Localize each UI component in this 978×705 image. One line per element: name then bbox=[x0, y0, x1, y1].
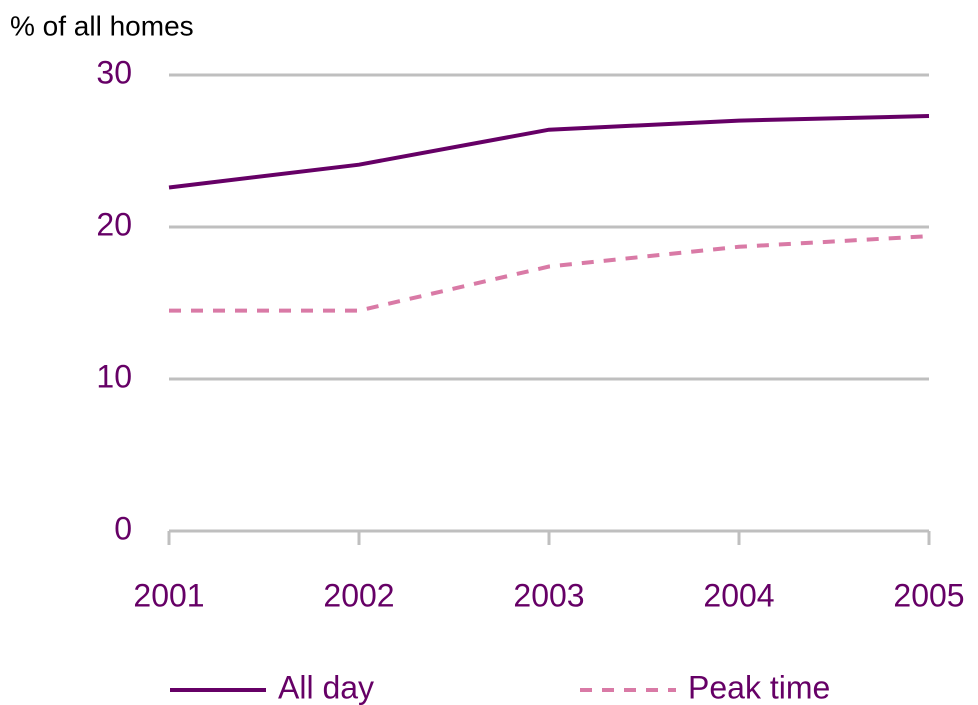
legend-label: Peak time bbox=[688, 669, 830, 705]
y-tick-label: 20 bbox=[96, 206, 132, 242]
line-series bbox=[168, 114, 930, 190]
y-tick-label: 30 bbox=[96, 54, 132, 90]
y-tick-label: 0 bbox=[114, 510, 132, 546]
line-series bbox=[169, 234, 930, 313]
x-tick-label: 2004 bbox=[703, 577, 774, 613]
legend-label: All day bbox=[278, 669, 374, 705]
x-tick-label: 2002 bbox=[323, 577, 394, 613]
x-tick-label: 2003 bbox=[513, 577, 584, 613]
x-tick-label: 2001 bbox=[133, 577, 204, 613]
y-axis-label: % of all homes bbox=[10, 10, 194, 41]
y-tick-label: 10 bbox=[96, 358, 132, 394]
x-tick-label: 2005 bbox=[893, 577, 964, 613]
